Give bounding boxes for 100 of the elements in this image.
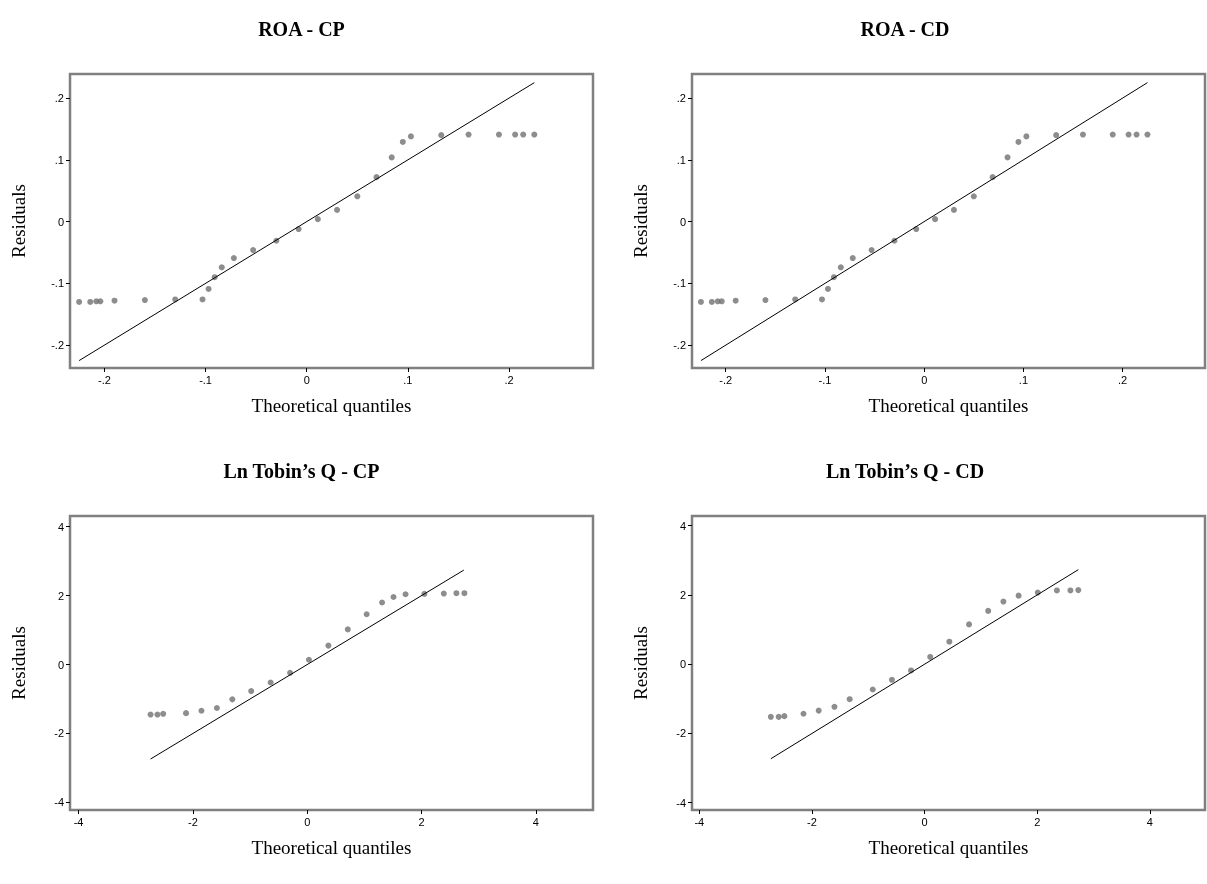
point [708,298,715,305]
y-tick-label: 0 [57,658,64,671]
point [1015,592,1022,599]
x-tick-label: -4 [694,815,705,828]
point [849,255,856,262]
y-tick-label: .1 [676,153,686,166]
y-tick-label: 2 [57,589,64,602]
point [1075,587,1082,594]
point [399,138,406,145]
point [1079,131,1086,138]
x-tick-label: 4 [532,815,539,828]
point [1133,131,1140,138]
point [388,154,395,161]
point [520,131,527,138]
point [781,713,788,720]
point [815,707,822,714]
point [767,713,774,720]
point [379,599,386,606]
x-tick-label: -2 [188,815,198,828]
y-tick-label: -.2 [673,339,686,352]
y-tick-label: -4 [54,796,64,809]
point [1000,598,1007,605]
point [267,679,274,686]
y-tick-label: -2 [54,727,64,740]
point [512,131,519,138]
point [966,621,973,628]
y-tick-label: -.1 [673,277,686,290]
y-tick-label: 0 [679,658,686,671]
point [465,131,472,138]
point [314,216,321,223]
point [334,206,341,213]
point [390,594,397,600]
point [344,626,351,633]
x-tick-label: -.2 [97,373,111,386]
y-tick-label: .2 [54,92,64,105]
x-tick-label: 4 [1146,815,1153,828]
point [438,132,445,139]
point [1053,132,1060,139]
x-tick-label: .2 [1118,373,1128,386]
x-tick-label: 0 [304,815,311,828]
point [831,703,838,710]
point [932,216,939,223]
point [230,255,237,262]
y-tick-label: 2 [679,588,686,601]
point [800,710,807,717]
x-tick-label: .1 [403,373,413,386]
x-axis-title: Theoretical quantiles [868,837,1029,858]
y-axis-title: Residuals [630,626,651,700]
point [888,676,895,683]
point [87,298,94,305]
point [160,710,167,717]
y-tick-label: 0 [57,215,64,228]
chart-title: ROA - CD [860,18,950,40]
x-tick-label: -4 [73,815,84,828]
point [325,642,332,649]
point [218,264,225,271]
point [183,710,190,717]
point [1004,154,1011,161]
chart-title: Ln Tobin’s Q - CD [825,460,985,482]
point [97,298,104,305]
point [213,704,220,711]
chart-title: ROA - CP [258,18,345,40]
point [229,696,236,703]
point [154,711,161,718]
y-tick-label: -4 [676,796,686,809]
point [950,206,957,213]
point [1053,587,1060,594]
point [1067,587,1074,594]
y-tick-label: 4 [679,519,686,532]
x-tick-label: -.2 [719,373,733,386]
x-tick-label: -2 [807,815,817,828]
point [846,696,853,703]
x-tick-label: 0 [303,373,310,386]
point [718,298,725,305]
point [198,707,205,714]
y-tick-label: .2 [676,92,686,105]
point [697,298,704,305]
point [824,285,831,292]
point [775,713,782,720]
x-tick-label: 2 [418,815,425,828]
chart-title: Ln Tobin’s Q - CP [223,460,380,482]
point [250,247,257,254]
x-tick-label: .1 [1018,373,1029,386]
point [927,653,934,660]
point [1015,138,1022,145]
x-tick-label: .2 [504,373,514,386]
x-axis-title: Theoretical quantiles [868,395,1029,416]
point [869,686,876,693]
point [199,296,206,303]
point [732,297,739,304]
y-tick-label: -2 [676,727,686,740]
y-axis-title: Residuals [8,184,29,258]
point [363,611,370,618]
x-tick-label: -.1 [818,373,832,386]
point [141,297,148,304]
point [818,296,825,303]
point [985,607,992,614]
point [1144,131,1151,138]
x-axis-title: Theoretical quantiles [251,837,412,858]
point [970,193,977,200]
